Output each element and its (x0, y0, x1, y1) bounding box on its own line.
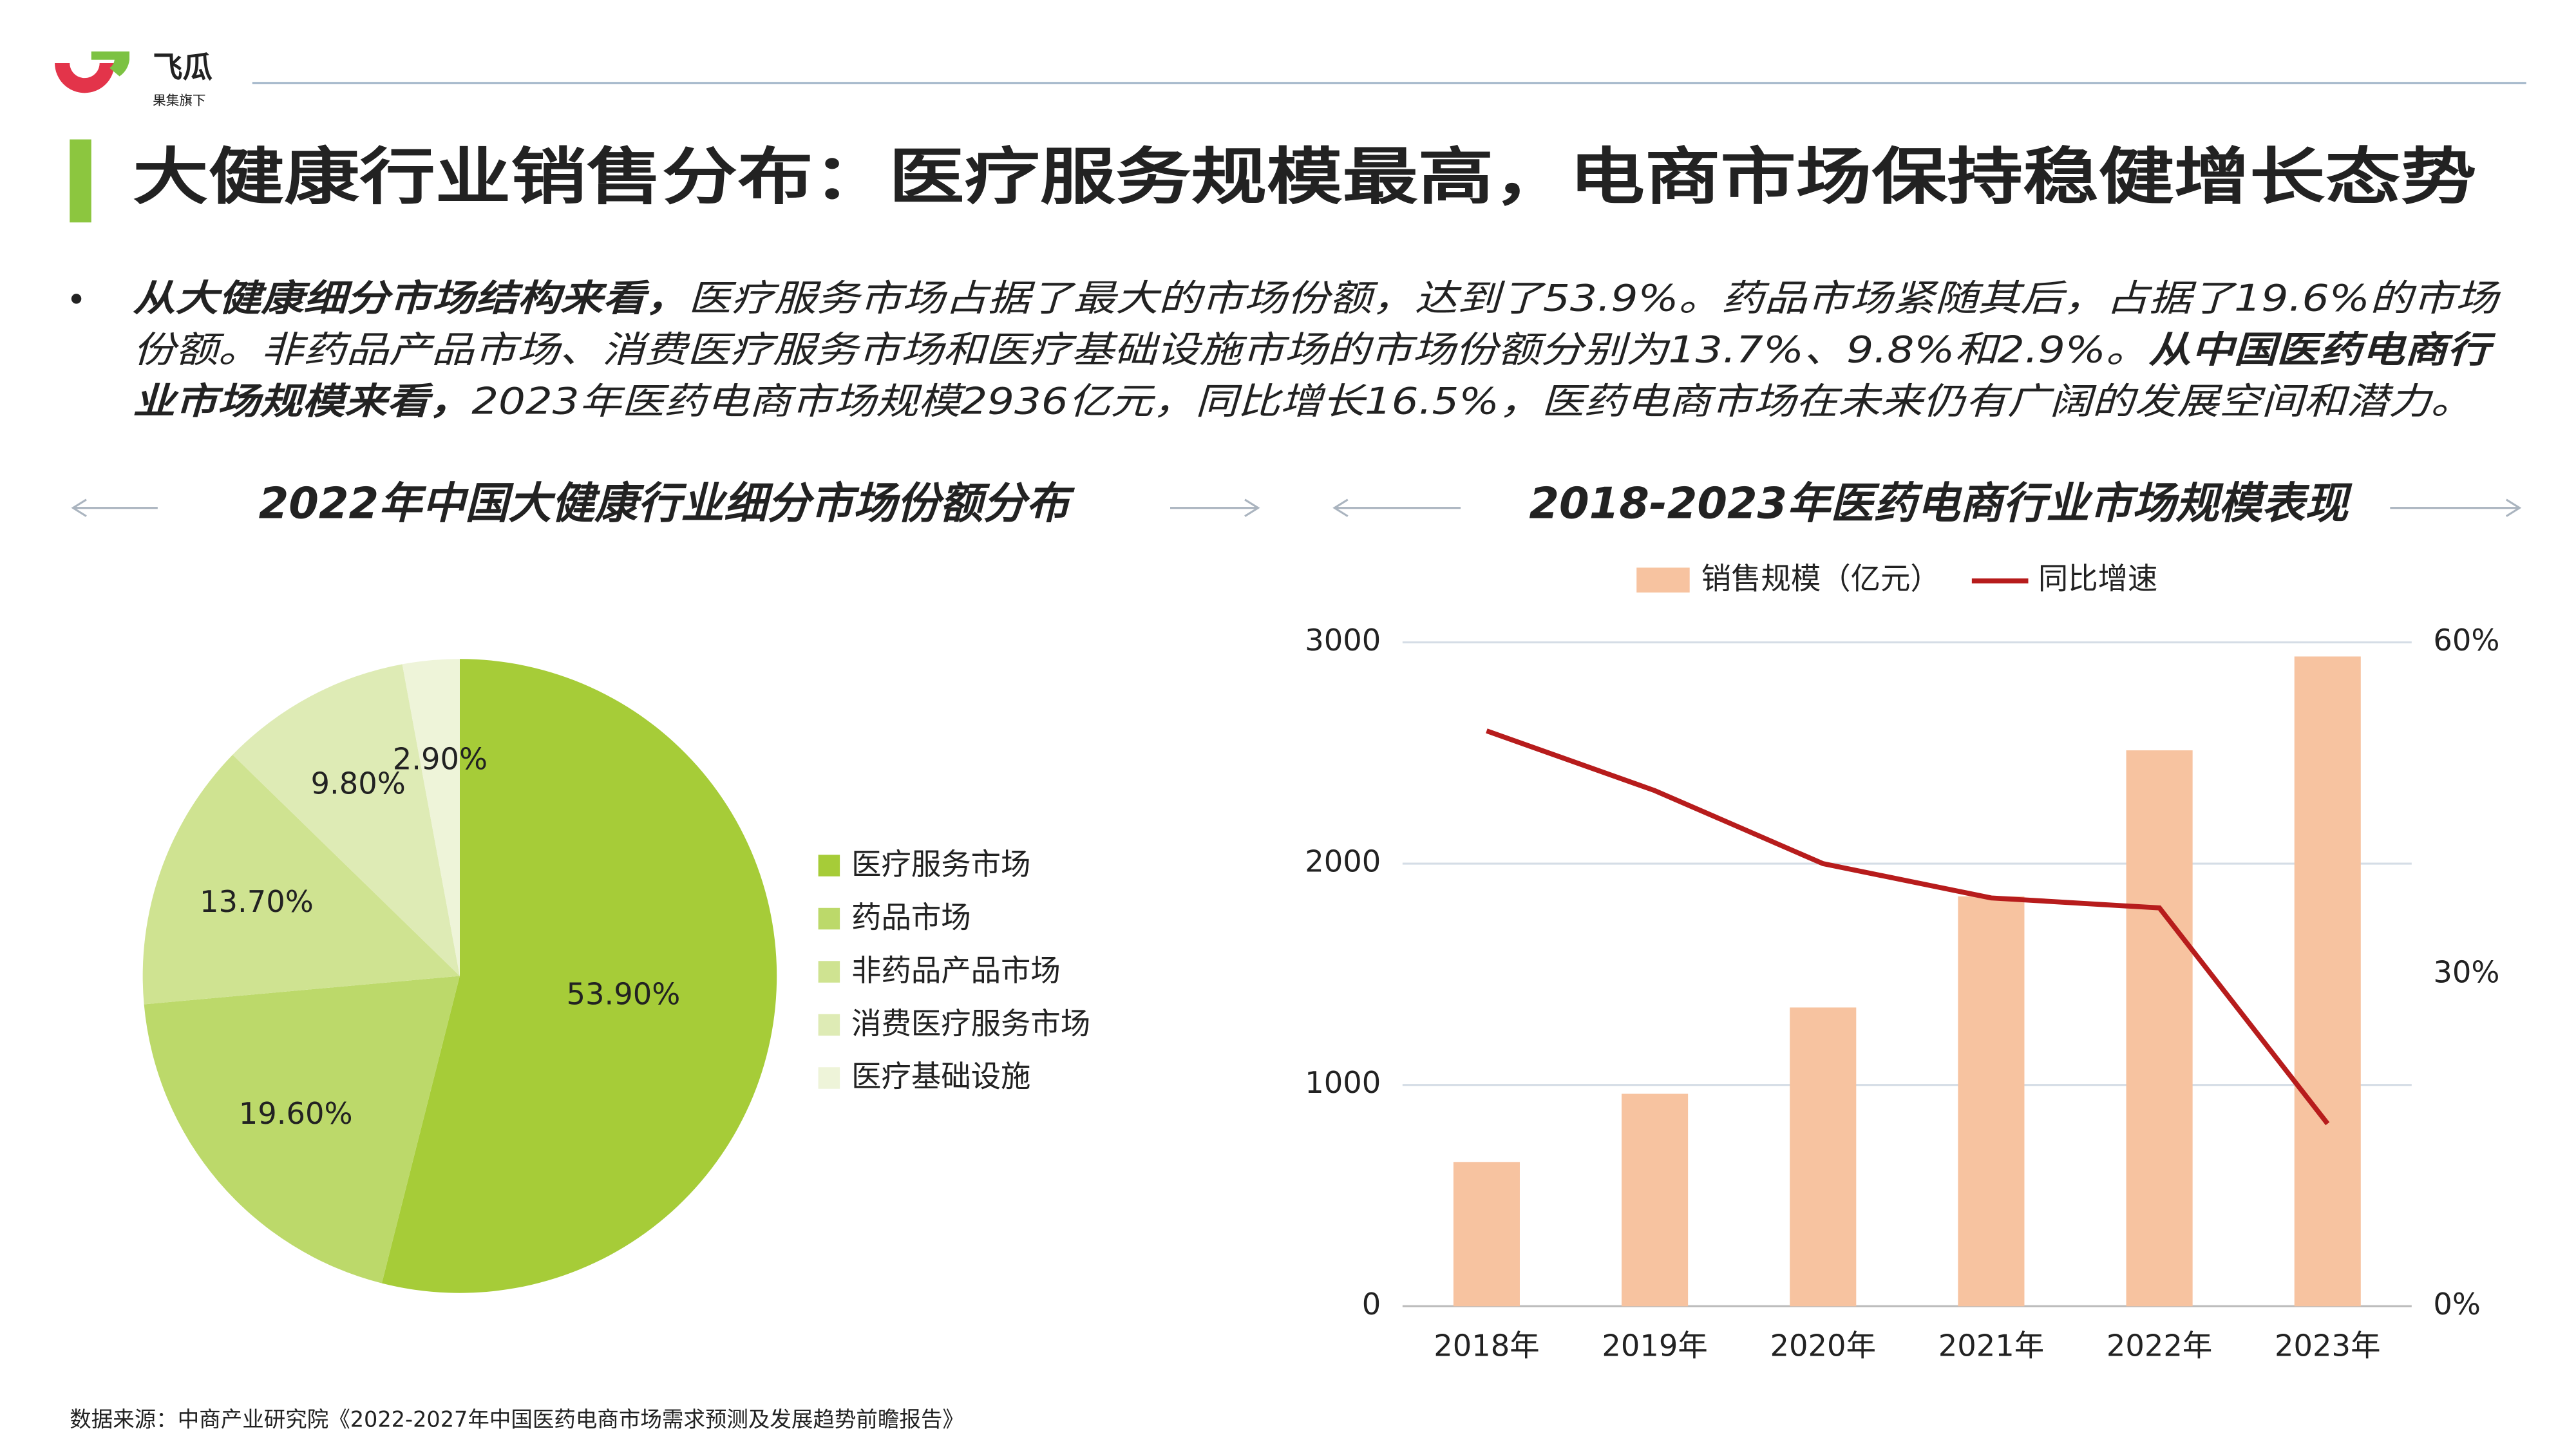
pie-slice (142, 755, 460, 1005)
chart-title: 2022年中国大健康行业细分市场份额分布 (259, 478, 1075, 529)
legend-swatch (818, 1067, 840, 1089)
line-series (1486, 728, 2330, 1126)
logo-red (55, 62, 115, 93)
legend-swatch (818, 855, 840, 876)
intro-bold: 业市场规模来看， (133, 380, 471, 422)
intro-bold: 从中国医药电商行 (2148, 328, 2496, 371)
x-tick-label: 2023年 (2275, 1328, 2380, 1363)
bar (1958, 896, 2025, 1307)
y-tick-label: 3000 (1305, 623, 1381, 658)
intro-text: 份额。非药品产品市场、消费医疗服务市场和医疗基础设施市场的市场份额分别为13.7… (133, 328, 2148, 371)
intro-line: 份额。非药品产品市场、消费医疗服务市场和医疗基础设施市场的市场份额分别为13.7… (133, 328, 2496, 371)
y-tick-label: 2000 (1305, 844, 1381, 879)
legend-label: 医疗基础设施 (851, 1059, 1030, 1094)
slide-title: 大健康行业销售分布：医疗服务规模最高，电商市场保持稳健增长态势 (133, 141, 2476, 213)
legend-label: 消费医疗服务市场 (851, 1006, 1090, 1041)
pie-slice (232, 664, 460, 976)
legend-label: 药品市场 (851, 900, 971, 934)
bar (1453, 1162, 1520, 1307)
slice-label: 53.90% (567, 977, 681, 1012)
slice-label: 9.80% (311, 766, 406, 801)
pie-slice (381, 659, 777, 1293)
logo-green (91, 51, 130, 77)
slice-label: 19.60% (239, 1096, 353, 1131)
x-tick-label: 2021年 (1938, 1328, 2044, 1363)
intro-bold: 从大健康细分市场结构来看， (133, 277, 688, 319)
intro-line: 业市场规模来看， 2023年医药电商市场规模2936亿元，同比增长16.5%，医药… (133, 380, 2473, 422)
slice-label: 13.70% (200, 884, 314, 919)
title-arrows (71, 498, 2522, 517)
x-tick-label: 2020年 (1770, 1328, 1876, 1363)
bar (1622, 1094, 1689, 1307)
y2-tick-label: 30% (2433, 954, 2499, 989)
pie-slice (402, 659, 460, 976)
legend-label: 医疗服务市场 (851, 847, 1030, 882)
chart-title: 2018-2023年医药电商行业市场规模表现 (1529, 478, 2353, 529)
x-tick-label: 2019年 (1602, 1328, 1707, 1363)
y2-tick-label: 0% (2433, 1287, 2481, 1321)
bullet (71, 294, 82, 304)
slice-label: 2.90% (393, 742, 488, 777)
legend-label: 销售规模（亿元） (1701, 562, 1940, 596)
legend-swatch (818, 1014, 840, 1036)
pie-slice (144, 976, 460, 1283)
y-tick-label: 0 (1362, 1287, 1381, 1321)
intro-line: 从大健康细分市场结构来看， 医疗服务市场占据了最大的市场份额，达到了53.9%。药… (133, 277, 2501, 319)
legend-swatch (1636, 567, 1690, 593)
bar (2126, 750, 2193, 1307)
intro-text: 医疗服务市场占据了最大的市场份额，达到了53.9%。药品市场紧随其后，占据了19… (688, 277, 2501, 319)
legend-label: 同比增速 (2038, 562, 2158, 596)
legend-swatch (818, 961, 840, 983)
y-tick-label: 1000 (1305, 1065, 1381, 1100)
y2-tick-label: 60% (2433, 623, 2499, 658)
logo-text: 飞瓜 (153, 50, 213, 85)
x-tick-label: 2018年 (1434, 1328, 1539, 1363)
x-tick-label: 2022年 (2107, 1328, 2212, 1363)
source: 数据来源：中商产业研究院《2022-2027年中国医药电商市场需求预测及发展趋势… (70, 1407, 964, 1432)
logo-sub: 果集旗下 (153, 93, 205, 108)
bar (1790, 1007, 1857, 1307)
title-accent (70, 139, 91, 223)
legend-swatch (818, 907, 840, 930)
intro-text: 2023年医药电商市场规模2936亿元，同比增长16.5%，医药电商市场在未来仍… (471, 380, 2473, 422)
bar (2294, 656, 2361, 1307)
legend-label: 非药品产品市场 (851, 953, 1061, 988)
